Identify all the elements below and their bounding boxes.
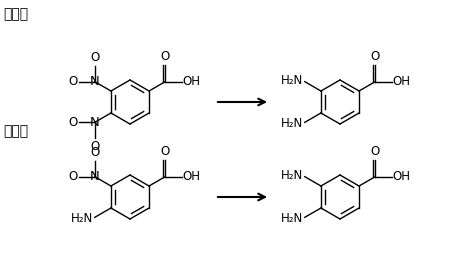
Text: 方法二: 方法二 <box>3 124 28 138</box>
Text: O: O <box>69 75 78 88</box>
Text: O: O <box>69 170 78 183</box>
Text: O: O <box>69 116 78 129</box>
Text: OH: OH <box>183 75 201 88</box>
Text: O: O <box>90 146 99 159</box>
Text: OH: OH <box>183 170 201 183</box>
Text: O: O <box>371 50 380 63</box>
Text: H₂N: H₂N <box>281 212 303 225</box>
Text: O: O <box>161 145 170 158</box>
Text: N: N <box>90 170 99 183</box>
Text: OH: OH <box>393 75 411 88</box>
Text: O: O <box>161 50 170 63</box>
Text: N: N <box>90 116 99 129</box>
Text: H₂N: H₂N <box>71 212 93 225</box>
Text: 方法一: 方法一 <box>3 7 28 21</box>
Text: H₂N: H₂N <box>281 74 303 87</box>
Text: H₂N: H₂N <box>281 117 303 130</box>
Text: H₂N: H₂N <box>281 169 303 182</box>
Text: N: N <box>90 75 99 88</box>
Text: OH: OH <box>393 170 411 183</box>
Text: O: O <box>90 140 99 153</box>
Text: O: O <box>371 145 380 158</box>
Text: O: O <box>90 51 99 64</box>
